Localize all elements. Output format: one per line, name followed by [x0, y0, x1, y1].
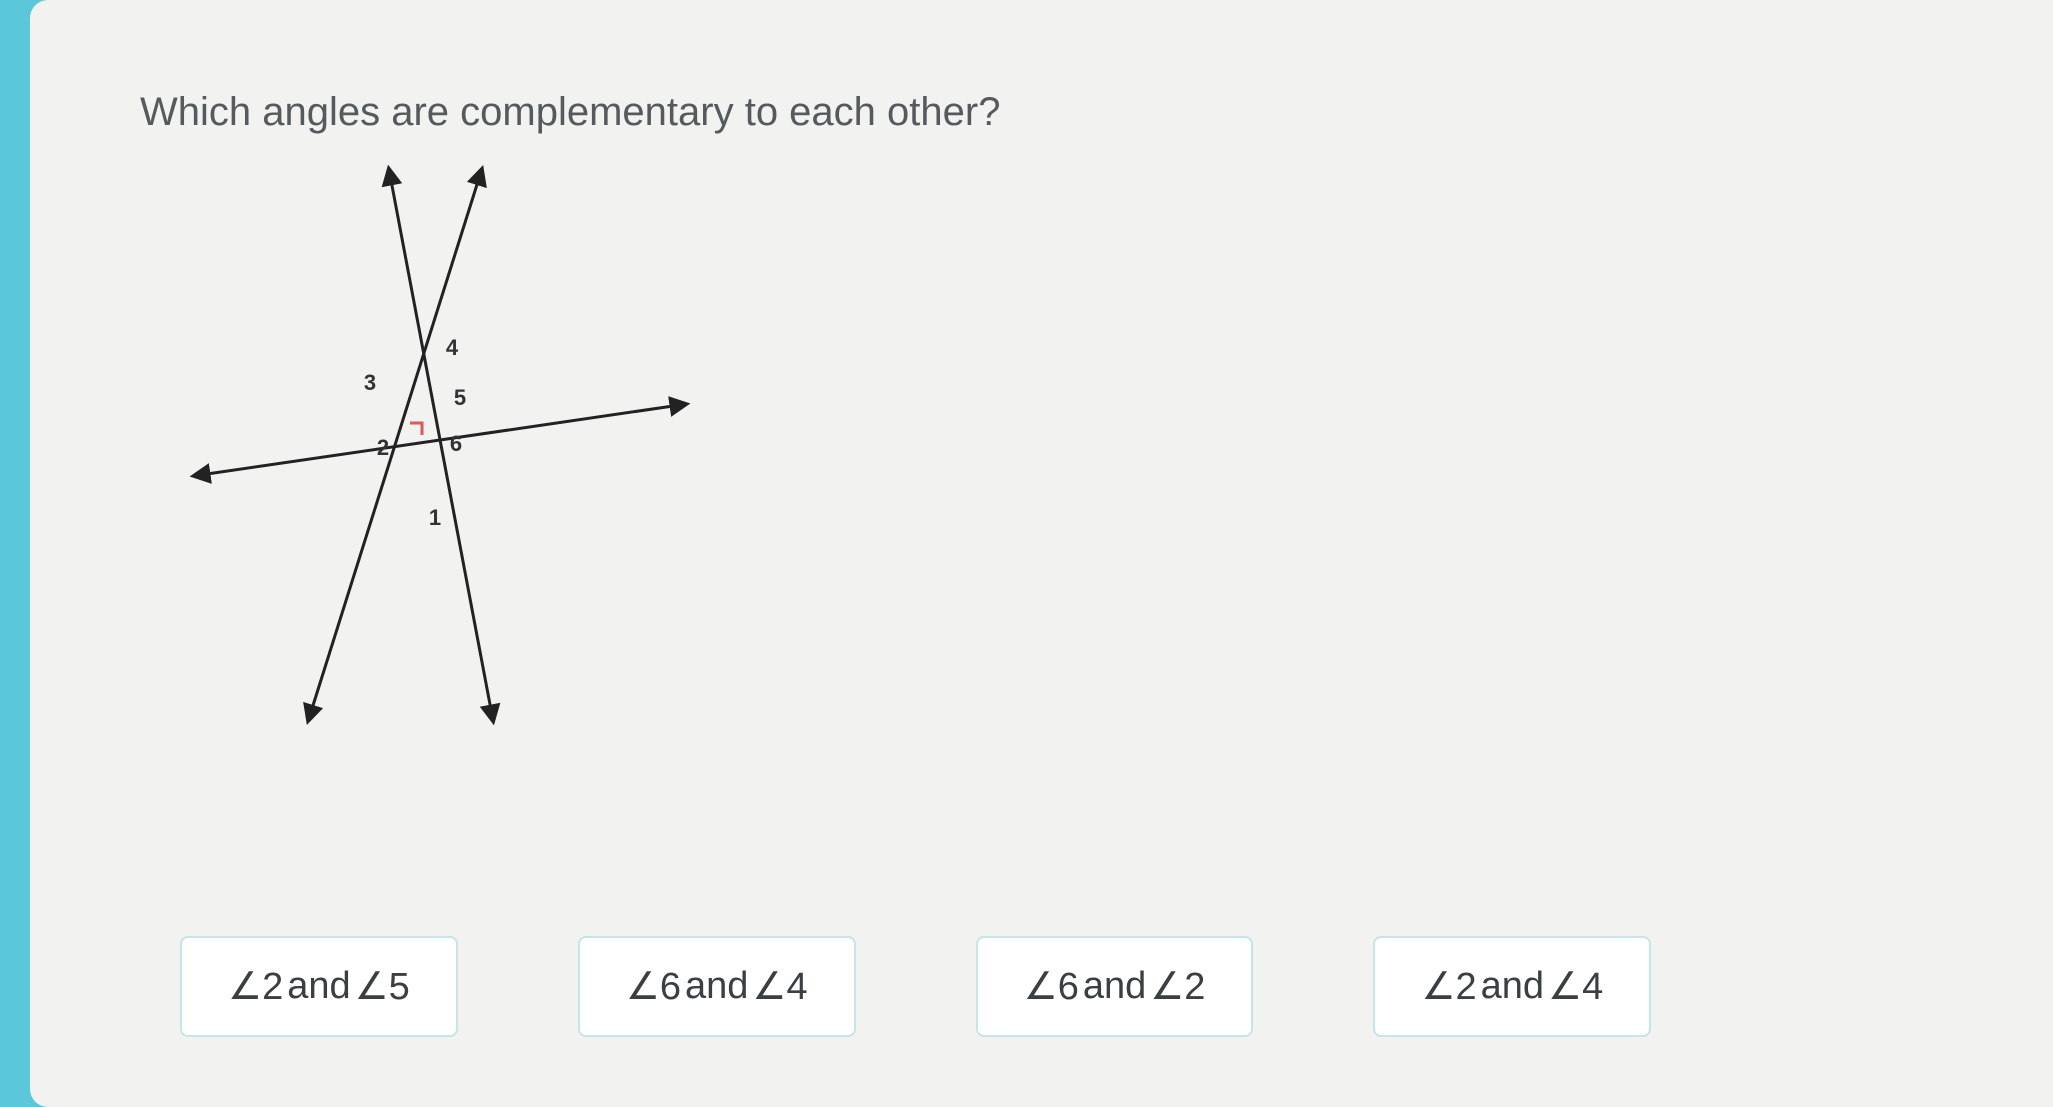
angle-symbol: ∠2 [1150, 964, 1205, 1009]
answer-text: and [287, 965, 350, 1008]
answer-text: and [1083, 965, 1146, 1008]
answer-option-4[interactable]: ∠2 and ∠4 [1373, 936, 1651, 1037]
angle-label: 5 [454, 385, 466, 410]
right-angle-marker [410, 423, 422, 435]
question-card: Which angles are complementary to each o… [30, 0, 2053, 1107]
angle-symbol: ∠6 [1024, 964, 1079, 1009]
angle-symbol: ∠2 [1421, 964, 1476, 1009]
angle-label: 2 [377, 435, 389, 460]
answer-option-3[interactable]: ∠6 and ∠2 [976, 936, 1254, 1037]
angle-symbol: ∠2 [228, 964, 283, 1009]
answer-text: and [1481, 965, 1544, 1008]
angle-symbol: ∠4 [752, 964, 807, 1009]
angle-label: 6 [450, 431, 462, 456]
angle-diagram: 4 3 5 2 6 1 [160, 155, 700, 755]
angle-label: 3 [364, 370, 376, 395]
angle-symbol: ∠4 [1548, 964, 1603, 1009]
angle-symbol: ∠6 [626, 964, 681, 1009]
answer-row: ∠2 and ∠5 ∠6 and ∠4 ∠6 and ∠2 ∠2 and ∠4 [140, 936, 1943, 1037]
side-strip [0, 0, 30, 1107]
answer-option-2[interactable]: ∠6 and ∠4 [578, 936, 856, 1037]
answer-option-1[interactable]: ∠2 and ∠5 [180, 936, 458, 1037]
angle-label: 1 [429, 505, 441, 530]
angle-symbol: ∠5 [355, 964, 410, 1009]
angle-label: 4 [446, 335, 459, 360]
answer-text: and [685, 965, 748, 1008]
question-text: Which angles are complementary to each o… [140, 90, 1943, 135]
